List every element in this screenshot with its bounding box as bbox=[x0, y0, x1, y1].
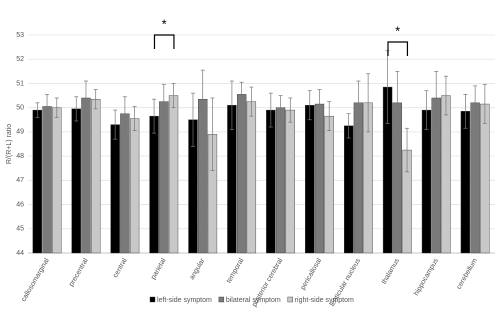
legend-swatch bbox=[218, 296, 225, 303]
error-bar bbox=[366, 73, 371, 133]
bar bbox=[159, 101, 169, 254]
x-tick-label: hippocampus bbox=[413, 257, 440, 297]
error-bar bbox=[132, 106, 137, 132]
x-tick-label: cerebellum bbox=[456, 257, 479, 290]
error-bar bbox=[54, 97, 59, 118]
error-bar bbox=[152, 98, 157, 134]
bar bbox=[246, 101, 257, 254]
y-tick-label: 53 bbox=[16, 32, 24, 39]
bar bbox=[168, 95, 179, 254]
error-bar bbox=[288, 97, 293, 123]
x-tick-label: thalamus bbox=[381, 257, 402, 286]
x-tick-label: callosomarginal bbox=[20, 257, 51, 303]
bar bbox=[71, 108, 81, 254]
x-tick-label: angular bbox=[189, 257, 207, 281]
bar bbox=[343, 125, 354, 254]
y-tick-label: 48 bbox=[16, 153, 24, 160]
error-bar bbox=[405, 127, 410, 173]
error-bar bbox=[229, 80, 234, 130]
bar bbox=[421, 109, 432, 254]
y-tick-label: 52 bbox=[16, 56, 24, 63]
error-bar bbox=[482, 84, 487, 124]
error-bar bbox=[327, 101, 332, 132]
bar bbox=[353, 102, 364, 254]
annotation: * bbox=[395, 23, 400, 38]
bar bbox=[275, 107, 286, 254]
bar bbox=[324, 115, 334, 254]
error-bar bbox=[463, 93, 468, 129]
error-bar bbox=[74, 96, 79, 122]
error-bar bbox=[346, 113, 351, 139]
bar bbox=[314, 103, 325, 254]
error-bar bbox=[307, 90, 312, 121]
error-bar bbox=[473, 85, 478, 121]
x-tick-label: pericallosal bbox=[300, 257, 324, 291]
error-bar bbox=[443, 75, 448, 116]
bar bbox=[480, 103, 490, 254]
significance-bracket bbox=[153, 34, 175, 49]
annotation: * bbox=[162, 16, 167, 31]
legend-swatch bbox=[149, 296, 156, 303]
legend-swatch bbox=[287, 296, 293, 303]
bar bbox=[460, 111, 471, 254]
error-bar bbox=[161, 84, 166, 119]
error-bar bbox=[35, 102, 40, 118]
bar bbox=[42, 106, 52, 254]
bar bbox=[285, 109, 295, 254]
error-bar bbox=[93, 89, 98, 110]
y-axis-label: R/(R+L) ratio bbox=[6, 124, 13, 164]
y-tick-label: 49 bbox=[16, 129, 24, 136]
x-tick-label: central bbox=[112, 257, 129, 279]
y-tick-label: 45 bbox=[16, 226, 24, 233]
bar bbox=[305, 105, 315, 254]
bar bbox=[120, 113, 130, 254]
legend-label: left-side symptom bbox=[157, 297, 212, 304]
error-bar bbox=[190, 92, 195, 147]
error-bar bbox=[83, 80, 88, 116]
error-bar bbox=[317, 89, 322, 119]
error-bar bbox=[210, 97, 215, 171]
x-tick-label: precentral bbox=[68, 257, 90, 288]
bar bbox=[236, 94, 247, 254]
error-bar bbox=[268, 92, 273, 128]
legend-label: right-side symptom bbox=[295, 297, 354, 304]
error-bar bbox=[278, 95, 283, 121]
bar bbox=[91, 98, 101, 254]
y-tick-label: 46 bbox=[16, 201, 24, 208]
error-bar bbox=[249, 86, 254, 117]
bar bbox=[110, 124, 120, 254]
bar bbox=[129, 118, 140, 254]
bar bbox=[52, 107, 62, 254]
error-bar bbox=[171, 83, 176, 109]
bar bbox=[266, 109, 276, 254]
y-tick-label: 50 bbox=[16, 105, 24, 112]
y-tick-label: 44 bbox=[16, 250, 24, 257]
x-tick-label: parietal bbox=[150, 257, 168, 281]
error-bar bbox=[113, 109, 118, 140]
error-bar bbox=[122, 96, 127, 132]
bar bbox=[470, 102, 480, 254]
bar bbox=[441, 95, 451, 254]
error-bar bbox=[239, 81, 244, 107]
legend-label: bilateral symptom bbox=[226, 297, 281, 304]
error-bar bbox=[395, 70, 400, 135]
bar bbox=[32, 109, 42, 254]
y-tick-label: 51 bbox=[16, 80, 24, 87]
error-bar bbox=[424, 90, 429, 130]
error-bar bbox=[356, 80, 361, 125]
bar bbox=[81, 97, 91, 254]
error-bar bbox=[434, 70, 439, 125]
bar bbox=[149, 115, 159, 254]
y-tick-label: 47 bbox=[16, 177, 24, 184]
error-bar bbox=[45, 93, 50, 119]
significance-bracket bbox=[387, 41, 409, 56]
x-tick-label: temporal bbox=[226, 257, 246, 284]
error-bar bbox=[200, 69, 205, 129]
